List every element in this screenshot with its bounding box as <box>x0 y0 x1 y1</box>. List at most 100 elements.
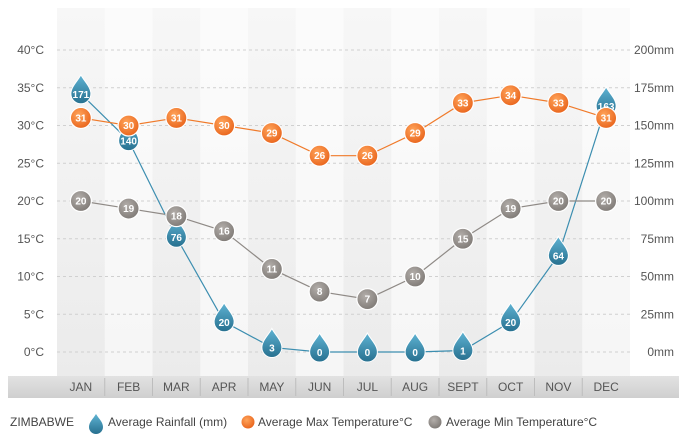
legend-max-temp: Average Max Temperature°C <box>258 415 413 429</box>
min-temp-dot <box>69 189 92 213</box>
rainfall-drop <box>70 73 92 105</box>
min-temp-legend-icon <box>428 415 442 429</box>
rainfall-value-label: 0 <box>412 348 418 359</box>
min-temp-value-label: 18 <box>171 212 183 223</box>
min-temp-dot <box>308 280 331 303</box>
max-temp-marker: 29 <box>404 121 427 145</box>
month-label: MAY <box>259 380 284 394</box>
min-temp-value-label: 19 <box>505 204 517 215</box>
left-tick-label: 5°C <box>24 307 44 321</box>
month-label: MAR <box>163 380 190 394</box>
rainfall-value-label: 3 <box>269 343 275 354</box>
right-tick-label: 175mm <box>634 81 674 95</box>
max-temp-value-label: 34 <box>505 91 517 102</box>
legend: ZIMBABWE Average Rainfall (mm) Average M… <box>10 414 597 434</box>
max-temp-marker: 31 <box>69 106 92 130</box>
min-temp-marker: 20 <box>595 189 618 213</box>
max-temp-legend-icon <box>241 415 255 429</box>
max-temp-dot <box>595 106 618 130</box>
min-temp-value-label: 10 <box>410 272 422 283</box>
rainfall-value-label: 20 <box>505 318 517 329</box>
min-temp-marker: 18 <box>165 205 188 228</box>
month-label: OCT <box>498 380 524 394</box>
min-temp-value-label: 16 <box>219 227 231 238</box>
max-temp-value-label: 30 <box>123 121 135 132</box>
min-temp-marker: 11 <box>260 257 283 281</box>
left-tick-label: 20°C <box>17 194 44 208</box>
min-temp-dot <box>356 288 379 311</box>
month-label: APR <box>212 380 237 394</box>
rainfall-marker: 1 <box>452 330 474 361</box>
max-temp-dot <box>260 121 283 145</box>
min-temp-marker: 20 <box>547 189 570 213</box>
max-temp-dot <box>213 114 236 137</box>
rainfall-drop <box>404 331 426 363</box>
left-axis: 0°C 5°C 10°C 15°C 20°C 25°C 30°C 35°C 40°C <box>17 43 44 359</box>
rainfall-marker: 0 <box>356 331 378 363</box>
month-label: SEPT <box>447 380 479 394</box>
right-tick-label: 125mm <box>634 156 674 170</box>
month-label: FEB <box>117 380 140 394</box>
max-temp-value-label: 33 <box>457 98 469 109</box>
max-temp-value-label: 31 <box>171 113 183 124</box>
right-axis: 0mm 25mm 50mm 75mm 100mm 125mm 150mm 175mm 200mm <box>634 43 674 359</box>
min-temp-dot <box>547 189 570 213</box>
right-tick-label: 75mm <box>641 232 674 246</box>
min-temp-marker: 20 <box>69 189 92 213</box>
legend-rainfall: Average Rainfall (mm) <box>108 415 227 429</box>
min-temp-dot <box>595 189 618 213</box>
max-temp-marker: 26 <box>308 144 331 167</box>
min-temp-marker: 19 <box>499 197 522 220</box>
max-temp-value-label: 31 <box>75 113 87 124</box>
right-tick-label: 50mm <box>641 270 674 284</box>
max-temp-marker: 29 <box>260 121 283 145</box>
left-tick-label: 40°C <box>17 43 44 57</box>
rainfall-drop <box>261 327 283 358</box>
min-temp-value-label: 15 <box>457 234 469 245</box>
max-temp-dot <box>69 106 92 130</box>
rainfall-drop <box>213 301 235 333</box>
rainfall-value-label: 0 <box>317 348 323 359</box>
max-temp-dot <box>404 121 427 145</box>
max-temp-marker: 26 <box>356 144 379 167</box>
rainfall-marker: 0 <box>404 331 426 363</box>
min-temp-value-label: 20 <box>553 197 565 208</box>
max-temp-value-label: 31 <box>601 113 613 124</box>
x-axis: JAN FEB MAR APR MAY JUN JUL AUG SEPT OCT NOV DEC <box>70 378 619 396</box>
column-stripe <box>104 8 153 376</box>
min-temp-value-label: 8 <box>317 287 323 298</box>
max-temp-value-label: 30 <box>219 121 231 132</box>
min-temp-marker: 16 <box>213 220 236 243</box>
max-temp-marker: 33 <box>547 91 570 114</box>
max-temp-dot <box>451 91 474 114</box>
min-temp-marker: 15 <box>451 227 474 250</box>
rainfall-drop <box>165 217 187 248</box>
min-temp-marker: 8 <box>308 280 331 303</box>
left-tick-label: 10°C <box>17 270 44 284</box>
min-temp-value-label: 19 <box>123 204 135 215</box>
min-temp-marker: 10 <box>404 265 427 288</box>
rainfall-legend-icon <box>89 414 103 434</box>
min-temp-dot <box>213 220 236 243</box>
right-tick-label: 25mm <box>641 307 674 321</box>
max-temp-value-label: 29 <box>266 129 278 140</box>
max-temp-value-label: 33 <box>553 98 565 109</box>
rainfall-value-label: 140 <box>120 137 137 148</box>
rainfall-drop <box>500 301 522 333</box>
max-temp-dot <box>356 144 379 167</box>
rainfall-marker: 76 <box>165 217 187 248</box>
rainfall-value-label: 20 <box>219 318 231 329</box>
month-label: NOV <box>545 380 571 394</box>
right-tick-label: 200mm <box>634 43 674 57</box>
series-markers: 1711407620300012064163313031302926262933… <box>69 73 618 363</box>
month-label: DEC <box>593 380 619 394</box>
rainfall-marker: 0 <box>309 331 331 363</box>
max-temp-marker: 31 <box>165 106 188 130</box>
max-temp-value-label: 29 <box>410 129 422 140</box>
min-temp-value-label: 7 <box>365 295 371 306</box>
min-temp-marker: 19 <box>117 197 140 220</box>
month-label: JAN <box>70 380 93 394</box>
rainfall-marker: 3 <box>261 327 283 358</box>
rainfall-value-label: 171 <box>73 90 90 101</box>
